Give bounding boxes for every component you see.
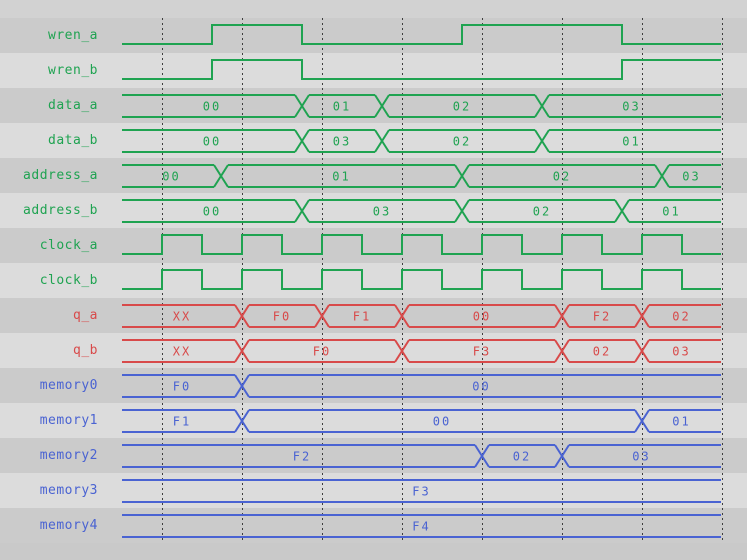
bus-value-label: XX xyxy=(173,345,191,359)
signal-label-q_a[interactable]: q_a xyxy=(73,308,98,323)
signal-label-data_a[interactable]: data_a xyxy=(48,98,98,113)
signal-label-q_b[interactable]: q_b xyxy=(73,343,98,358)
bus-value-label: F1 xyxy=(173,415,191,429)
bus-value-label: 01 xyxy=(672,415,690,429)
bus-value-label: F2 xyxy=(593,310,611,324)
bus-value-label: 03 xyxy=(632,450,650,464)
bus-crossover xyxy=(294,129,310,153)
bus-crossover xyxy=(454,164,470,188)
bus-value-label: F1 xyxy=(353,310,371,324)
top-margin xyxy=(0,0,747,18)
signal-row xyxy=(0,228,747,263)
bus-crossover xyxy=(654,164,670,188)
bus-value-label: 03 xyxy=(622,100,640,114)
bus-crossover xyxy=(394,339,410,363)
signal-label-data_b[interactable]: data_b xyxy=(48,133,98,148)
bus-crossover xyxy=(554,339,570,363)
bus-value-label: 00 xyxy=(433,415,451,429)
signal-label-clock_b[interactable]: clock_b xyxy=(39,273,98,288)
bus-crossover xyxy=(614,199,630,223)
bus-crossover xyxy=(314,304,330,328)
bus-crossover xyxy=(634,304,650,328)
bus-crossover xyxy=(554,304,570,328)
bus-value-label: 02 xyxy=(553,170,571,184)
bus-crossover xyxy=(374,94,390,118)
bus-value-label: 02 xyxy=(593,345,611,359)
bus-value-label: F0 xyxy=(173,380,191,394)
bus-value-label: 03 xyxy=(373,205,391,219)
bus-crossover xyxy=(234,374,250,398)
bus-value-label: 01 xyxy=(332,170,350,184)
digital-wave-wren_a xyxy=(122,24,721,45)
bus-value-label: XX xyxy=(173,310,191,324)
signal-label-wren_a[interactable]: wren_a xyxy=(48,28,98,43)
bus-crossover xyxy=(534,129,550,153)
bus-crossover xyxy=(294,94,310,118)
bus-crossover xyxy=(634,339,650,363)
digital-wave-wren_b xyxy=(122,59,721,80)
bus-crossover xyxy=(554,444,570,468)
signal-label-clock_a[interactable]: clock_a xyxy=(39,238,98,253)
bus-value-label: 02 xyxy=(453,135,471,149)
bus-crossover xyxy=(234,304,250,328)
bus-value-label: 02 xyxy=(453,100,471,114)
signal-label-address_a[interactable]: address_a xyxy=(23,168,98,183)
bus-crossover xyxy=(634,409,650,433)
bus-value-label: F3 xyxy=(412,485,430,499)
bus-crossover xyxy=(374,129,390,153)
bus-value-label: F3 xyxy=(473,345,491,359)
bus-crossover xyxy=(294,199,310,223)
signal-row xyxy=(0,263,747,298)
bus-crossover xyxy=(234,339,250,363)
bus-value-label: 02 xyxy=(672,310,690,324)
bus-value-label: 02 xyxy=(513,450,531,464)
bus-value-label: 00 xyxy=(162,170,180,184)
bus-value-label: F0 xyxy=(313,345,331,359)
bus-value-label: 01 xyxy=(622,135,640,149)
digital-wave-clock_b xyxy=(122,269,721,290)
bus-value-label: 00 xyxy=(203,100,221,114)
bus-value-label: 02 xyxy=(533,205,551,219)
bus-value-label: 01 xyxy=(662,205,680,219)
signal-label-memory4[interactable]: memory4 xyxy=(39,518,98,533)
bus-crossover xyxy=(454,199,470,223)
bus-value-label: 00 xyxy=(203,135,221,149)
digital-wave-clock_a xyxy=(122,234,721,255)
signal-label-memory2[interactable]: memory2 xyxy=(39,448,98,463)
bus-crossover xyxy=(474,444,490,468)
bus-value-label: 03 xyxy=(682,170,700,184)
signal-label-memory0[interactable]: memory0 xyxy=(39,378,98,393)
bus-value-label: 03 xyxy=(672,345,690,359)
signal-label-memory1[interactable]: memory1 xyxy=(39,413,98,428)
bus-value-label: F2 xyxy=(293,450,311,464)
bus-crossover xyxy=(534,94,550,118)
bus-crossover xyxy=(213,164,229,188)
bus-value-label: 03 xyxy=(333,135,351,149)
bus-crossover xyxy=(394,304,410,328)
signal-label-memory3[interactable]: memory3 xyxy=(39,483,98,498)
signal-label-address_b[interactable]: address_b xyxy=(23,203,98,218)
bus-value-label: F0 xyxy=(273,310,291,324)
bus-crossover xyxy=(234,409,250,433)
bus-value-label: 01 xyxy=(333,100,351,114)
bus-value-label: 00 xyxy=(203,205,221,219)
bus-value-label: F4 xyxy=(412,520,430,534)
bus-value-label: 00 xyxy=(473,310,491,324)
bus-value-label: 00 xyxy=(472,380,490,394)
signal-label-wren_b[interactable]: wren_b xyxy=(48,63,98,78)
